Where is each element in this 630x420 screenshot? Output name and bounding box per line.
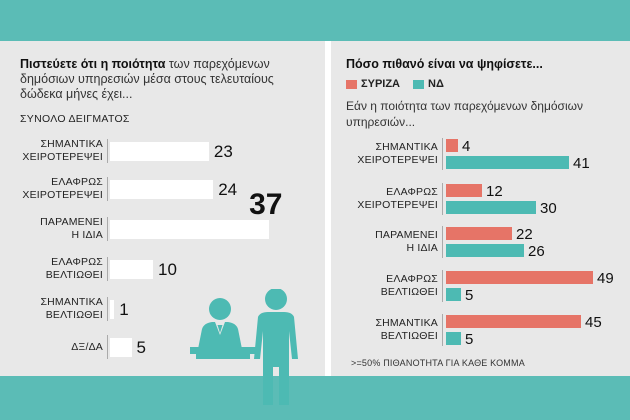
legend-syriza-label: ΣΥΡΙΖΑ — [361, 78, 400, 90]
left-axis-tick — [107, 177, 108, 201]
syriza-value-label: 12 — [486, 183, 503, 200]
nd-value-label: 30 — [540, 200, 557, 217]
left-category-label: ΣΗΜΑΝΤΙΚΑ ΧΕΙΡΟΤΕΡΕΨΕΙ — [22, 138, 103, 163]
right-axis-tick — [442, 138, 443, 170]
right-category-label: ΕΛΑΦΡΩΣ ΒΕΛΤΙΩΘΕΙ — [380, 273, 438, 298]
panel-divider — [325, 41, 331, 376]
people-at-counter-icon — [190, 289, 298, 405]
syriza-bar — [446, 315, 581, 328]
left-value-label: 23 — [213, 141, 233, 161]
right-axis-tick — [442, 314, 443, 346]
syriza-value-label: 49 — [597, 270, 614, 287]
legend-nd: ΝΔ — [413, 78, 444, 90]
nd-value-label: 5 — [465, 287, 474, 304]
legend-syriza-swatch — [346, 79, 357, 89]
right-chart-panel: Πόσο πιθανό είναι να ψηφίσετε... ΣΥΡΙΖΑ … — [331, 41, 630, 376]
left-category-label: ΣΗΜΑΝΤΙΚΑ ΒΕΛΤΙΩΘΕΙ — [40, 296, 103, 321]
left-axis-tick — [107, 217, 108, 241]
nd-bar — [446, 156, 569, 169]
syriza-bar — [446, 184, 482, 197]
left-value-label: 10 — [158, 259, 177, 279]
left-category-label: ΔΞ/ΔΑ — [71, 340, 103, 353]
right-chart-title: Πόσο πιθανό είναι να ψηφίσετε... — [346, 57, 543, 71]
nd-value-label: 26 — [528, 243, 545, 260]
left-value-label: 24 — [218, 179, 238, 199]
left-bar — [110, 299, 115, 319]
right-category-label: ΣΗΜΑΝΤΙΚΑ ΧΕΙΡΟΤΕΡΕΨΕΙ — [357, 141, 438, 166]
left-chart-title: Πιστεύετε ότι η ποιότητα των παρεχόμενων… — [20, 57, 315, 102]
left-value-label: 37 — [249, 188, 283, 221]
left-bar — [110, 337, 132, 357]
nd-bar — [446, 244, 524, 257]
syriza-bar — [446, 139, 458, 152]
nd-bar — [446, 332, 461, 345]
legend-syriza: ΣΥΡΙΖΑ — [346, 78, 400, 90]
left-bar — [110, 259, 153, 279]
syriza-bar — [446, 227, 512, 240]
right-axis-tick — [442, 183, 443, 215]
legend-nd-label: ΝΔ — [428, 78, 444, 90]
legend-nd-swatch — [413, 79, 424, 89]
left-chart-panel: Πιστεύετε ότι η ποιότητα των παρεχόμενων… — [0, 41, 325, 405]
left-title-rest: των παρεχόμενων δημόσιων υπηρεσιών μέσα … — [20, 57, 274, 101]
left-category-label: ΠΑΡΑΜΕΝΕΙ Η ΙΔΙΑ — [40, 216, 103, 241]
right-chart-subtitle: Εάν η ποιότητα των παρεχόμενων δημόσιων … — [346, 99, 583, 129]
syriza-value-label: 45 — [585, 314, 602, 331]
syriza-value-label: 22 — [516, 226, 533, 243]
left-axis-tick — [107, 335, 108, 359]
syriza-value-label: 4 — [462, 138, 471, 155]
left-category-label: ΕΛΑΦΡΩΣ ΒΕΛΤΙΩΘΕΙ — [45, 256, 103, 281]
left-title-bold: Πιστεύετε ότι η ποιότητα — [20, 57, 166, 71]
left-bar — [110, 179, 214, 199]
left-axis-tick — [107, 297, 108, 321]
right-axis-tick — [442, 270, 443, 302]
right-chart-footnote: >=50% ΠΙΘΑΝΟΤΗΤΑ ΓΙΑ ΚΑΘΕ ΚΟΜΜΑ — [351, 358, 525, 368]
left-bar — [110, 219, 270, 239]
left-axis-tick — [107, 139, 108, 163]
left-value-label: 1 — [119, 299, 129, 319]
nd-value-label: 41 — [573, 155, 590, 172]
right-axis-tick — [442, 226, 443, 258]
left-value-label: 5 — [136, 337, 146, 357]
right-category-label: ΣΗΜΑΝΤΙΚΑ ΒΕΛΤΙΩΘΕΙ — [375, 317, 438, 342]
right-category-label: ΠΑΡΑΜΕΝΕΙ Η ΙΔΙΑ — [375, 229, 438, 254]
left-axis-tick — [107, 257, 108, 281]
nd-value-label: 5 — [465, 331, 474, 348]
left-chart-subtitle: ΣΥΝΟΛΟ ΔΕΙΓΜΑΤΟΣ — [20, 113, 130, 125]
syriza-bar — [446, 271, 593, 284]
nd-bar — [446, 201, 536, 214]
right-category-label: ΕΛΑΦΡΩΣ ΧΕΙΡΟΤΕΡΕΨΕΙ — [357, 186, 438, 211]
nd-bar — [446, 288, 461, 301]
left-bar — [110, 141, 209, 161]
left-category-label: ΕΛΑΦΡΩΣ ΧΕΙΡΟΤΕΡΕΨΕΙ — [22, 176, 103, 201]
